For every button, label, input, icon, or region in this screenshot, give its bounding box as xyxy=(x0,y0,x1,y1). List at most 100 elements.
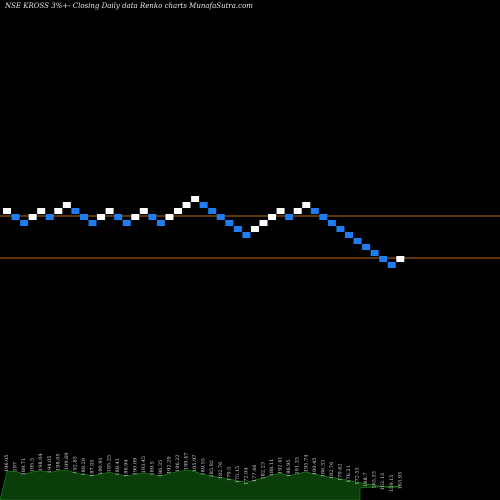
volume-label: 189.55 xyxy=(201,458,207,476)
up-brick xyxy=(191,196,200,202)
volume-label: 192.41 xyxy=(278,457,284,475)
chart-box-suffix: +- xyxy=(62,2,71,10)
volume-shape xyxy=(0,469,401,500)
up-brick xyxy=(139,208,148,214)
volume-label: 192.85 xyxy=(72,456,78,474)
volume-label: 195.25 xyxy=(107,455,113,473)
down-brick xyxy=(148,214,157,220)
volume-label: 198.04 xyxy=(38,453,44,471)
volume-label: 187.05 xyxy=(90,459,96,477)
volume-label: 185.92 xyxy=(209,460,215,478)
down-brick xyxy=(199,202,208,208)
up-brick xyxy=(97,214,106,220)
down-brick xyxy=(353,238,362,244)
up-brick xyxy=(165,214,174,220)
volume-label: 195.74 xyxy=(303,455,309,473)
volume-label: 192.29 xyxy=(167,457,173,475)
volume-label: 179.5 xyxy=(226,467,232,481)
volume-label: 194.05 xyxy=(47,456,53,474)
up-brick xyxy=(302,202,311,208)
up-brick xyxy=(276,208,285,214)
volume-label: 162.13 xyxy=(380,473,386,491)
renko-bricks xyxy=(3,196,405,268)
up-brick xyxy=(268,214,277,220)
down-brick xyxy=(71,208,80,214)
chart-source: charts MunafaSutra.com xyxy=(165,2,254,10)
down-brick xyxy=(387,262,396,268)
volume-label: 197 xyxy=(13,462,19,472)
volume-label: 186.94 xyxy=(124,459,130,477)
volume-label: 189.5 xyxy=(149,461,155,475)
down-brick xyxy=(216,214,225,220)
down-brick xyxy=(336,226,345,232)
volume-label: 198.05 xyxy=(55,453,61,471)
volume-label: 196.22 xyxy=(175,454,181,472)
volume-label: 188.11 xyxy=(269,459,275,477)
volume-label: 189.29 xyxy=(81,458,87,476)
volume-label: 199.69 xyxy=(64,453,70,471)
volume-area xyxy=(0,469,401,500)
up-brick xyxy=(396,256,405,262)
volume-label: 177.46 xyxy=(252,465,258,483)
up-brick xyxy=(174,208,182,214)
volume-label: 191.33 xyxy=(295,457,301,475)
volume-label: 182.23 xyxy=(261,462,267,480)
down-brick xyxy=(114,214,123,220)
down-brick xyxy=(345,232,353,238)
volume-label: 159.15 xyxy=(389,475,395,493)
down-brick xyxy=(370,250,379,256)
volume-label: 165.33 xyxy=(372,471,378,489)
up-brick xyxy=(259,220,268,226)
down-brick xyxy=(319,214,328,220)
up-brick xyxy=(293,208,302,214)
volume-label: 199.47 xyxy=(184,453,190,471)
down-brick xyxy=(208,208,217,214)
volume-label: 172.04 xyxy=(243,468,249,486)
volume-label: 182.76 xyxy=(329,462,335,480)
down-brick xyxy=(362,244,371,250)
down-brick xyxy=(233,226,242,232)
up-brick xyxy=(37,208,46,214)
down-brick xyxy=(156,220,165,226)
down-brick xyxy=(225,220,234,226)
volume-label: 186.33 xyxy=(320,460,326,478)
volume-label: 195.5 xyxy=(30,458,36,472)
volume-label: 186.35 xyxy=(158,460,164,478)
down-brick xyxy=(122,220,131,226)
volume-label: 163.93 xyxy=(397,472,403,490)
up-brick xyxy=(28,214,37,220)
volume-labels: 196.05 197 189.71 195.5 198.04 194.05 198.05 19… xyxy=(4,453,403,493)
volume-label: 182.76 xyxy=(218,462,224,480)
up-brick xyxy=(3,208,11,214)
up-brick xyxy=(131,214,140,220)
volume-label: 190.45 xyxy=(312,458,318,476)
volume-label: 190.91 xyxy=(98,457,104,475)
volume-label: 186.95 xyxy=(286,459,292,477)
chart-kind: Closing Daily data xyxy=(73,2,138,10)
volume-label: 175.15 xyxy=(235,466,241,484)
down-brick xyxy=(11,214,20,220)
down-brick xyxy=(20,220,29,226)
volume-label: 189.41 xyxy=(115,458,121,476)
down-brick xyxy=(79,214,88,220)
volume-label: 190.09 xyxy=(132,458,138,476)
up-brick xyxy=(105,208,114,214)
volume-label: 196.05 xyxy=(4,455,10,473)
up-brick xyxy=(62,202,71,208)
down-brick xyxy=(327,220,336,226)
volume-label: 172.55 xyxy=(355,467,361,485)
volume-label: 195.97 xyxy=(192,455,198,473)
chart-style: Renko xyxy=(139,2,162,10)
down-brick xyxy=(285,214,294,220)
up-brick xyxy=(250,226,259,232)
down-brick xyxy=(88,220,97,226)
volume-label: 193.45 xyxy=(141,456,147,474)
volume-label: 168.7 xyxy=(363,472,369,486)
volume-label: 176.21 xyxy=(346,465,352,483)
down-brick xyxy=(310,208,319,214)
volume-label: 189.71 xyxy=(21,458,27,476)
chart-symbol: NSE KROSS xyxy=(4,2,49,10)
chart-box-size: 3% xyxy=(51,2,62,10)
